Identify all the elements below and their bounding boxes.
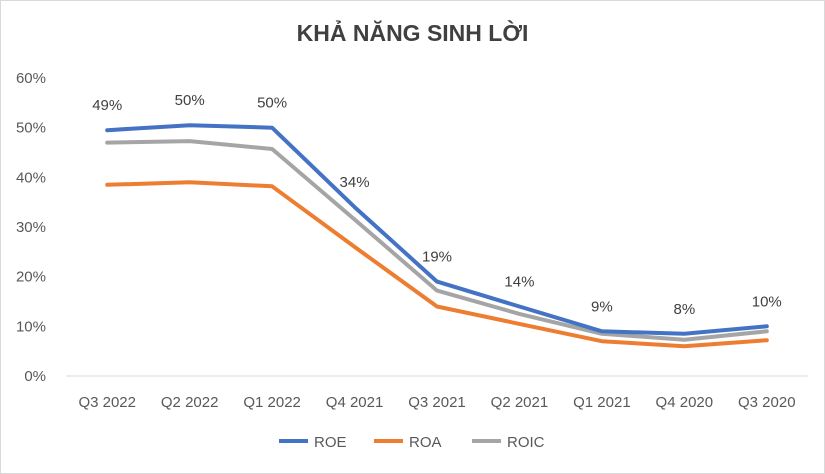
x-tick-label: Q4 2021 xyxy=(326,394,384,411)
x-axis: Q3 2022 Q2 2022 Q1 2022 Q4 2021 Q3 2021 Q2 20… xyxy=(66,375,808,411)
y-tick-label: 30% xyxy=(16,219,46,236)
x-tick-label: Q3 2020 xyxy=(738,394,796,411)
data-label: 50% xyxy=(257,95,287,112)
y-tick-label: 50% xyxy=(16,120,46,137)
x-tick-label: Q2 2021 xyxy=(491,394,549,411)
y-tick-label: 10% xyxy=(16,318,46,335)
x-tick-label: Q3 2022 xyxy=(78,394,136,411)
y-tick-label: 40% xyxy=(16,169,46,186)
legend-label-roic: ROIC xyxy=(507,434,545,451)
y-axis: 0% 10% 20% 30% 40% 50% 60% xyxy=(16,70,46,385)
y-tick-label: 60% xyxy=(16,70,46,87)
series-line-roic xyxy=(105,139,769,342)
series-lines xyxy=(105,123,769,349)
legend-label-roe: ROE xyxy=(314,434,347,451)
chart-title: KHẢ NĂNG SINH LỜI xyxy=(296,20,529,46)
x-tick-label: Q3 2021 xyxy=(408,394,466,411)
series-line-roa xyxy=(105,180,769,349)
legend-label-roa: ROA xyxy=(409,434,442,451)
x-tick-label: Q1 2022 xyxy=(243,394,301,411)
data-label: 8% xyxy=(673,301,695,318)
x-tick-label: Q1 2021 xyxy=(573,394,631,411)
x-tick-label: Q2 2022 xyxy=(161,394,219,411)
data-label: 50% xyxy=(175,92,205,109)
data-label: 19% xyxy=(422,249,452,266)
y-tick-label: 0% xyxy=(24,368,46,385)
data-label: 34% xyxy=(340,174,370,191)
data-label: 9% xyxy=(591,298,613,315)
data-label: 10% xyxy=(752,293,782,310)
y-tick-label: 20% xyxy=(16,269,46,286)
x-tick-label: Q4 2020 xyxy=(656,394,714,411)
legend: ROE ROA ROIC xyxy=(279,434,545,451)
data-label: 49% xyxy=(92,97,122,114)
data-label: 14% xyxy=(504,273,534,290)
series-line-roe xyxy=(105,123,769,336)
data-labels: 49% 50% 50% 34% 19% 14% 9% 8% 10% xyxy=(92,92,782,318)
